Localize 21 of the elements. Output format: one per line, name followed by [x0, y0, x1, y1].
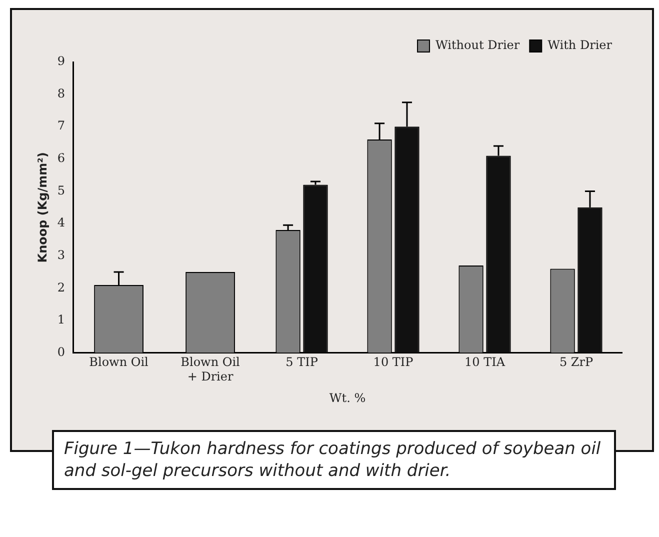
y-tick-label: 4	[57, 216, 66, 230]
y-tick-label: 5	[57, 183, 66, 198]
x-axis-title: Wt. %	[329, 390, 366, 405]
legend-label: Without Drier	[436, 38, 520, 52]
y-tick-label: 8	[57, 86, 66, 100]
x-tick-label: Blown Oil + Drier	[180, 355, 240, 384]
x-tick-label: 10 TIA	[464, 355, 506, 370]
y-tick-label: 9	[57, 54, 66, 68]
y-tick-label: 6	[57, 151, 66, 166]
x-tick-label: 5 ZrP	[559, 355, 594, 370]
legend-label: With Drier	[548, 38, 612, 52]
y-axis-title: Knoop (Kg/mm²)	[35, 152, 50, 263]
x-tick-label: Blown Oil	[89, 355, 149, 370]
y-tick-label: 1	[57, 312, 66, 327]
y-tick-label: 7	[57, 118, 66, 133]
y-tick-label: 3	[57, 248, 66, 262]
x-tick-label: 5 TIP	[286, 355, 318, 370]
caption: Figure 1—Tukon hardness for coatings produced of soybean oil and sol-gel precursors without and with drier.	[52, 430, 616, 490]
x-tick-label: 10 TIP	[373, 355, 414, 370]
y-tick-label: 2	[57, 280, 66, 294]
y-tick-label: 0	[57, 344, 66, 359]
